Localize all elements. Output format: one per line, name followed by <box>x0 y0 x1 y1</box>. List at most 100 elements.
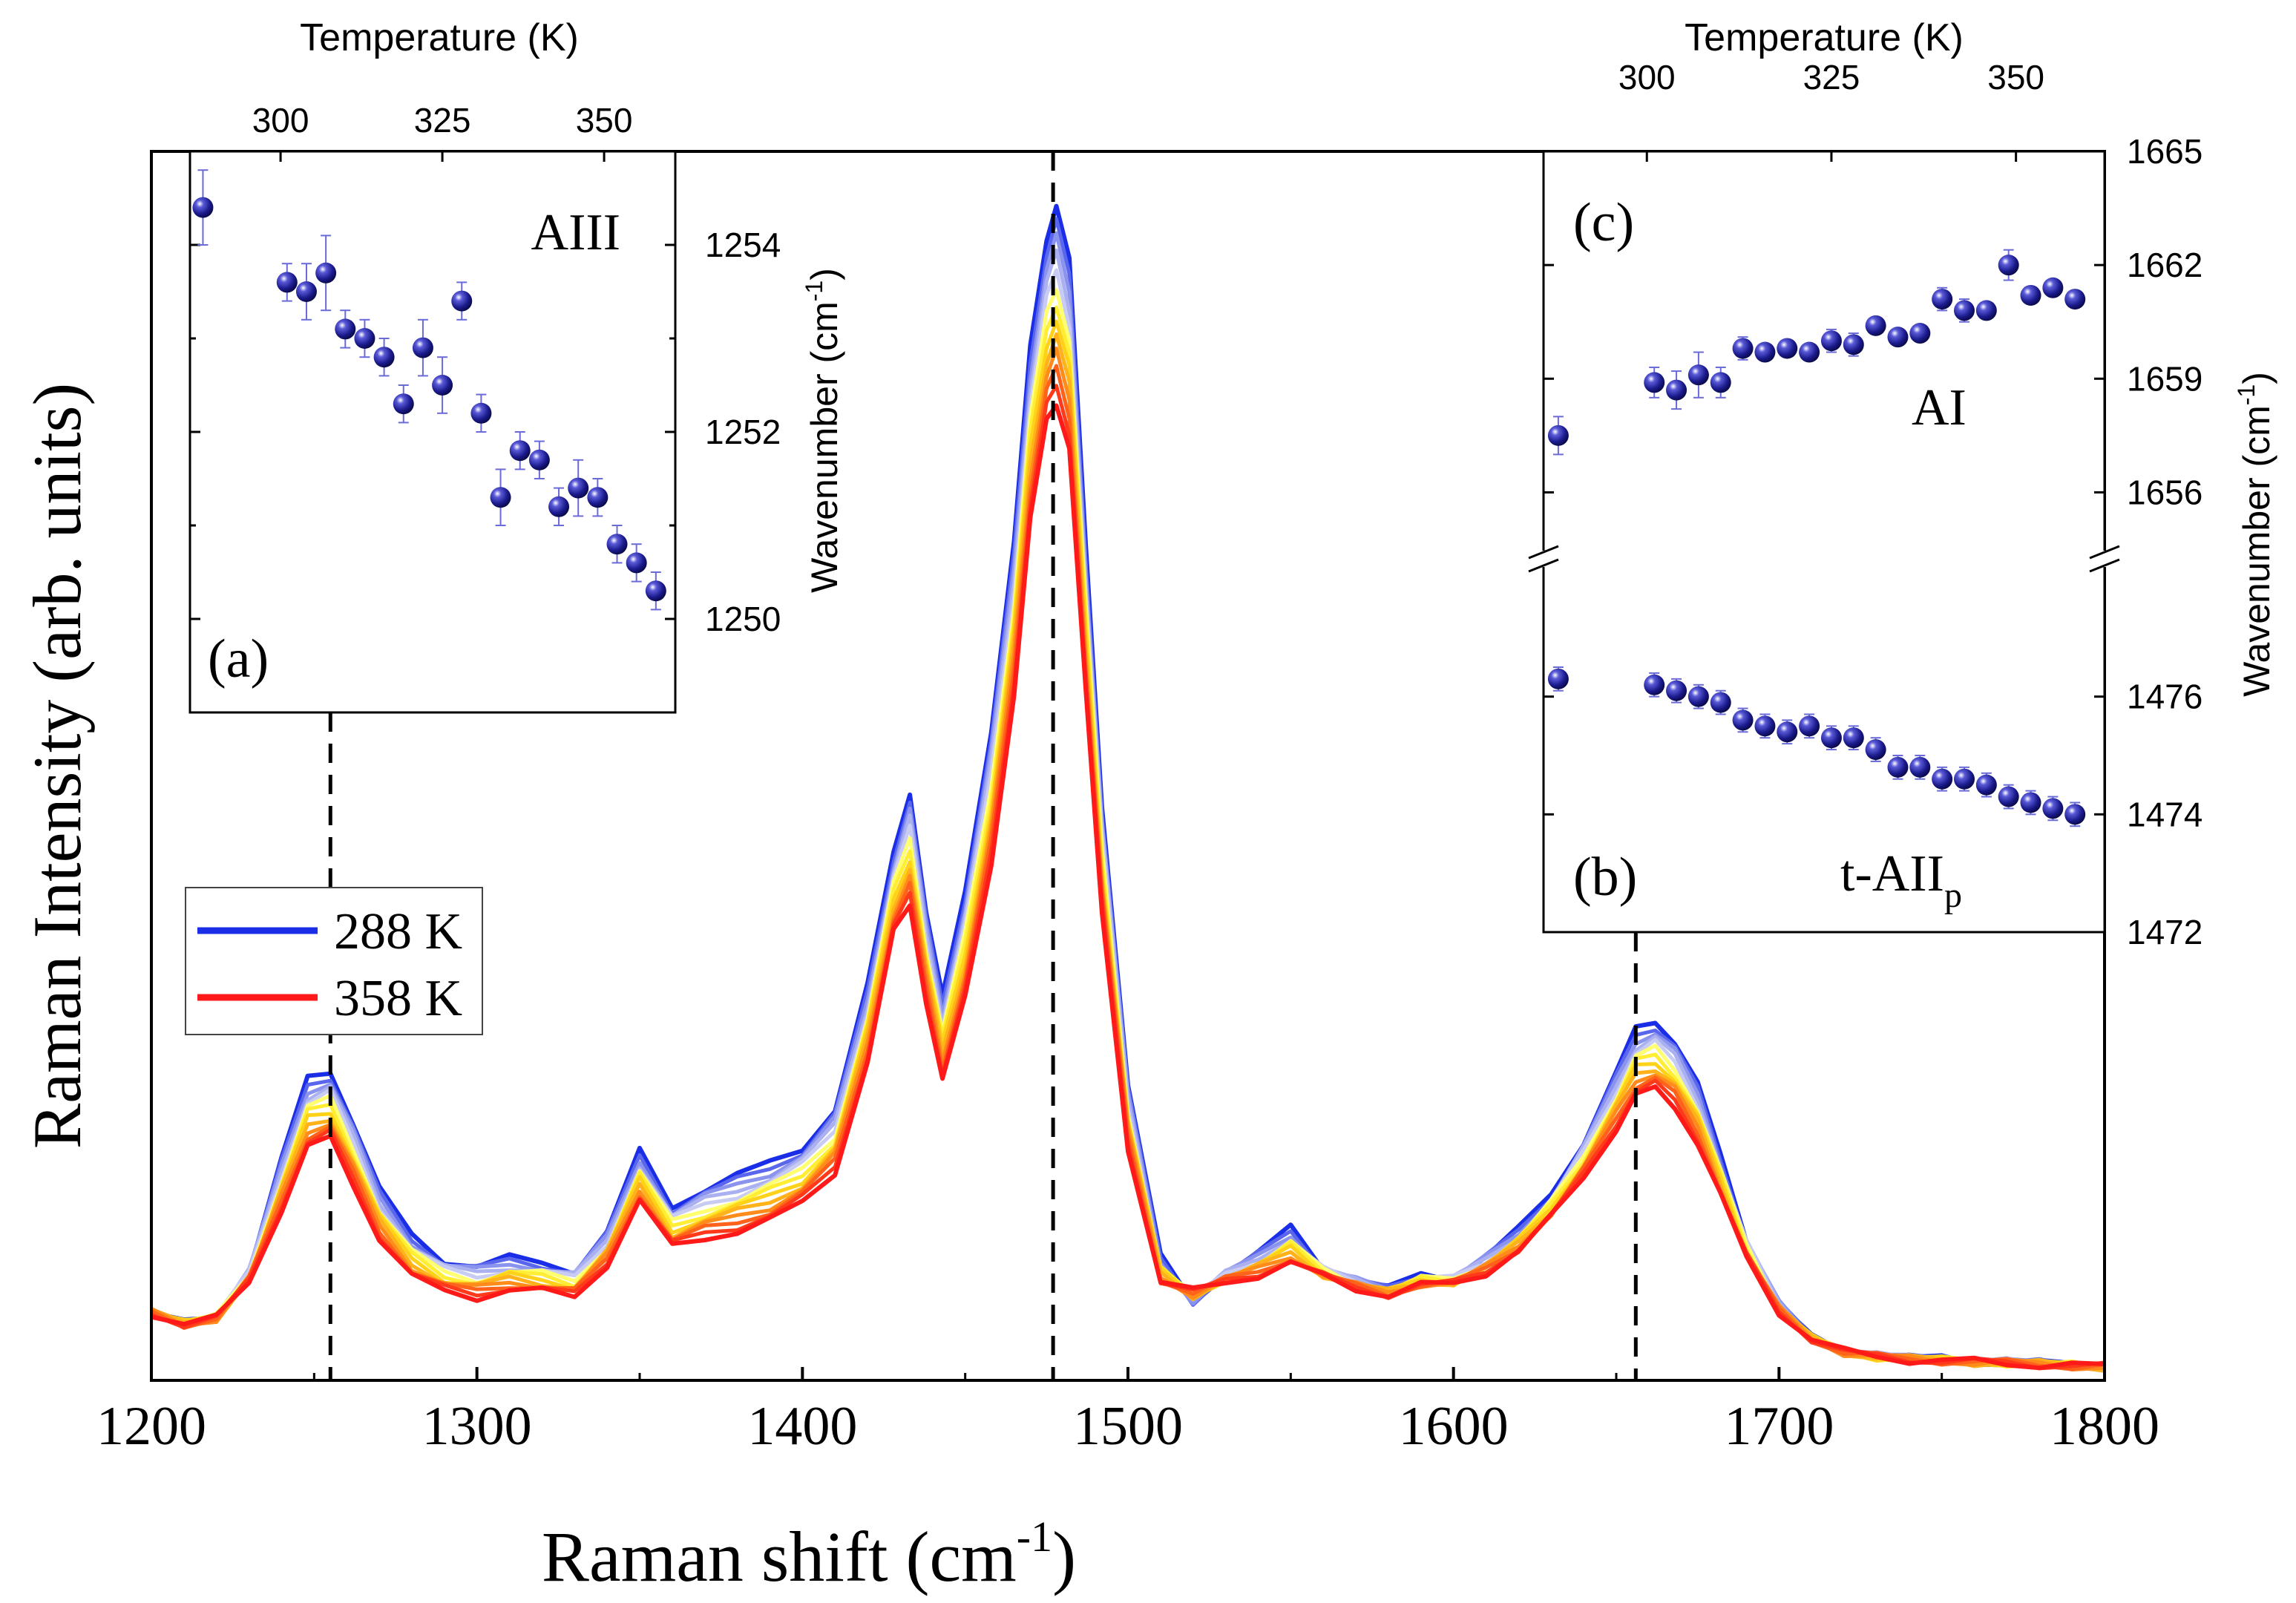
inset-c-y-tick-label: 1662 <box>2127 246 2202 284</box>
inset-c-y-tick-label: 1656 <box>2127 473 2202 511</box>
data-point <box>1644 372 1665 393</box>
data-point <box>568 477 589 499</box>
data-point <box>2042 798 2064 819</box>
data-point <box>2020 284 2041 306</box>
data-point <box>1754 341 1776 363</box>
inset-a-x-axis-label: Temperature (K) <box>300 16 579 59</box>
data-point <box>295 281 317 302</box>
inset-c-y-tick-label: 1659 <box>2127 359 2202 398</box>
main-chart: 1200 1300 1400 1500 1600 1700 1800 Raman shift… <box>19 150 2159 1596</box>
data-point <box>192 197 214 218</box>
main-x-tick-label: 1200 <box>96 1396 206 1457</box>
inset-a-ticks: 300 325 350 1250 1252 1254 <box>190 101 781 638</box>
inset-a-x-tick-label: 300 <box>252 101 309 140</box>
inset-b-y-tick-label: 1476 <box>2127 678 2202 716</box>
main-x-tick-label: 1700 <box>1724 1396 1834 1457</box>
data-point <box>1887 756 1909 778</box>
data-point <box>1754 715 1776 737</box>
data-point <box>276 272 298 293</box>
data-point <box>1843 334 1864 355</box>
data-point <box>432 375 453 396</box>
inset-c-mode-label: AI <box>1912 379 1967 436</box>
data-point <box>1732 709 1754 731</box>
data-point <box>1666 379 1687 401</box>
legend: 288 K 358 K <box>185 887 483 1035</box>
inset-bc-x-tick-label: 300 <box>1618 58 1676 96</box>
data-point <box>412 337 433 358</box>
data-point <box>1998 255 2019 276</box>
inset-b-y-tick-label: 1472 <box>2127 913 2202 951</box>
inset-a-frame <box>188 150 677 714</box>
data-point <box>509 440 531 462</box>
data-point <box>1799 715 1820 737</box>
data-point <box>1909 756 1931 778</box>
data-point <box>1820 330 1842 352</box>
data-point <box>354 328 375 349</box>
inset-a-chart: 300 325 350 1250 1252 1254 Temperature (K) Wa… <box>188 16 845 714</box>
data-point <box>2042 277 2064 298</box>
data-point <box>1820 727 1842 749</box>
inset-bc-x-tick-label: 325 <box>1803 58 1860 96</box>
data-point <box>1843 727 1864 749</box>
data-point <box>490 487 511 508</box>
data-point <box>528 449 550 471</box>
main-x-axis-label: Raman shift (cm-1) <box>542 1512 1076 1596</box>
data-point <box>1998 786 2019 807</box>
inset-a-panel-label: (a) <box>208 629 269 689</box>
data-point <box>626 552 647 574</box>
data-point <box>1954 768 1975 790</box>
spectra-series-group <box>151 203 2105 1373</box>
inset-c-y-tick-label: 1665 <box>2127 132 2202 171</box>
inset-a-mode-label: AIII <box>531 204 620 261</box>
axis-break-mark <box>1528 545 1559 560</box>
inset-a-y-tick-label: 1252 <box>705 413 781 451</box>
data-point <box>606 534 628 555</box>
data-point <box>587 487 609 508</box>
inset-a-y-tick-label: 1250 <box>705 600 781 638</box>
inset-a-y-axis-label: Wavenumber (cm-1) <box>801 268 845 593</box>
main-x-tick-label: 1500 <box>1073 1396 1183 1457</box>
data-point <box>451 290 473 312</box>
data-point <box>1932 768 1953 790</box>
inset-c-panel-label: (c) <box>1573 192 1634 253</box>
data-point <box>1710 692 1731 713</box>
axis-break-mark <box>2089 558 2120 573</box>
data-point <box>1710 372 1731 393</box>
axis-break-mark <box>2089 545 2120 560</box>
inset-bc-x-tick-label: 350 <box>1987 58 2044 96</box>
peak-marker-lines <box>328 151 1638 1380</box>
inset-bc-points <box>1547 249 2086 827</box>
main-y-axis-label: Raman Intensity (arb. units) <box>19 383 95 1149</box>
spectrum-series-line <box>151 403 2105 1371</box>
data-point <box>1932 289 1953 310</box>
data-point <box>470 402 492 424</box>
legend-label-358k: 358 K <box>334 970 462 1027</box>
data-point <box>373 347 395 368</box>
legend-label-288k: 288 K <box>334 903 462 960</box>
inset-b-panel-label: (b) <box>1573 847 1637 908</box>
legend-box <box>185 887 483 1035</box>
inset-a-points <box>192 169 666 611</box>
data-point <box>1865 739 1886 761</box>
data-point <box>1547 668 1569 689</box>
inset-a-x-tick-label: 350 <box>576 101 633 140</box>
data-point <box>2064 804 2086 825</box>
axis-break-mark <box>1528 558 1559 573</box>
data-point <box>1887 327 1909 348</box>
inset-b-y-tick-label: 1474 <box>2127 795 2202 833</box>
data-point <box>1777 338 1798 359</box>
main-x-tick-label: 1300 <box>422 1396 532 1457</box>
data-point <box>1732 338 1754 359</box>
data-point <box>1547 424 1569 446</box>
data-point <box>1666 680 1687 701</box>
data-point <box>2020 792 2041 813</box>
data-point <box>335 318 356 340</box>
data-point <box>1975 300 1997 321</box>
main-x-tick-label: 1400 <box>747 1396 857 1457</box>
data-point <box>1687 364 1709 386</box>
data-point <box>1644 674 1665 695</box>
inset-bc-ticks: 300 325 350 1656 1659 1662 1665 1472 1474 1476 <box>1527 58 2202 951</box>
inset-a-y-tick-label: 1254 <box>705 226 781 264</box>
data-point <box>1777 721 1798 743</box>
